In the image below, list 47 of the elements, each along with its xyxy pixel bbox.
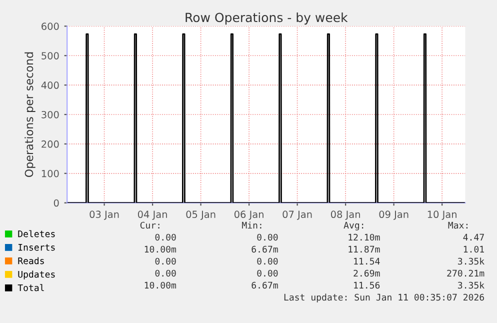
text: 0.00 bbox=[155, 270, 176, 277]
text: 6.67m bbox=[252, 246, 278, 253]
y-tick-label: 0 bbox=[54, 199, 59, 207]
x-tick-label: 05 Jan bbox=[186, 210, 216, 220]
legend-label: Reads bbox=[18, 257, 44, 264]
text: Cur: bbox=[140, 222, 160, 229]
text: Avg: bbox=[344, 222, 364, 230]
text: 6.67m bbox=[252, 282, 278, 289]
y-axis-title: Operations per second bbox=[24, 52, 36, 177]
x-tick-label: 07 Jan bbox=[282, 210, 312, 220]
text: Max: bbox=[448, 222, 468, 229]
text: 0.00 bbox=[155, 258, 176, 265]
y-tick-label: 500 bbox=[42, 52, 59, 60]
y-tick-label: 400 bbox=[41, 82, 59, 89]
x-tick-label: 08 Jan bbox=[330, 210, 360, 220]
x-tick-label: 10 Jan bbox=[428, 210, 456, 220]
legend-label: Updates bbox=[18, 270, 55, 280]
text: Min: bbox=[242, 222, 262, 229]
legend-label: Inserts bbox=[18, 244, 55, 251]
legend-label: Deletes bbox=[18, 230, 55, 238]
text: 3.35k bbox=[458, 282, 484, 289]
text: Last update: Sun Jan 11 00:35:07 2026 bbox=[284, 294, 484, 302]
text: 0.00 bbox=[257, 234, 278, 241]
text: 2.69m bbox=[354, 270, 380, 277]
chart-title: Row Operations - by week bbox=[186, 12, 348, 25]
text: 4.47 bbox=[463, 234, 484, 241]
text: 10.00m bbox=[144, 246, 176, 253]
text: 11.56 bbox=[354, 282, 380, 289]
x-tick-label: 06 Jan bbox=[234, 210, 264, 220]
text: 270.21m bbox=[447, 270, 484, 277]
text: 1.01 bbox=[464, 246, 484, 253]
x-tick-label: 03 Jan bbox=[90, 210, 119, 220]
text: 12.10m bbox=[348, 234, 380, 241]
x-tick-label: 04 Jan bbox=[138, 210, 167, 220]
y-tick-label: 600 bbox=[42, 22, 59, 30]
text: 11.54 bbox=[354, 258, 380, 265]
text: 3.35k bbox=[458, 258, 484, 265]
text: 0.00 bbox=[257, 258, 278, 265]
y-tick-label: 100 bbox=[42, 170, 59, 178]
text: 0.00 bbox=[257, 270, 278, 277]
text: 10.00m bbox=[144, 282, 176, 289]
text: 11.87m bbox=[348, 246, 380, 253]
y-tick-label: 200 bbox=[42, 140, 59, 148]
x-tick-label: 09 Jan bbox=[379, 210, 408, 220]
legend-label: Total bbox=[18, 284, 44, 292]
text: 0.00 bbox=[155, 234, 176, 241]
y-tick-label: 300 bbox=[42, 110, 59, 118]
